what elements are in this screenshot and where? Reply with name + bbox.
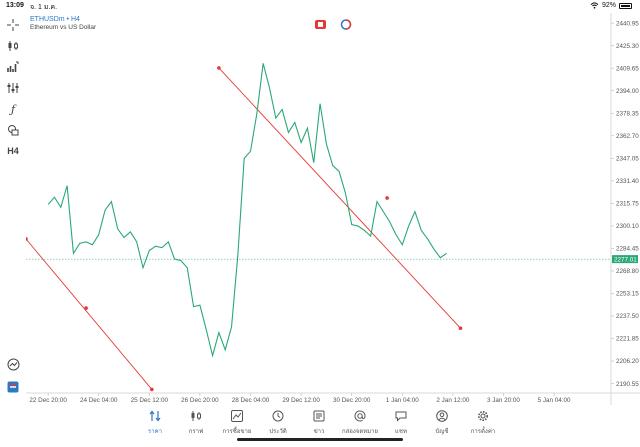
tab-label: การตั้งค่า <box>470 429 496 435</box>
tab-chat[interactable]: แชท <box>379 408 423 436</box>
trendline[interactable] <box>218 67 461 329</box>
price-axis: 2440.95 2425.30 2409.65 2394.00 2378.35 2362.… <box>611 20 639 388</box>
x-tick-label: 26 Dec 20:00 <box>181 397 219 404</box>
battery-percent: 92% <box>601 2 616 9</box>
trade-chart-icon <box>231 410 243 422</box>
candlestick-type-icon[interactable] <box>4 38 22 54</box>
account-icon <box>436 410 448 422</box>
chart-scroll-icon[interactable] <box>4 356 22 372</box>
x-tick-label: 24 Dec 04:00 <box>80 397 118 404</box>
trendline-handle[interactable] <box>217 66 221 70</box>
tab-mailbox[interactable]: กล่องจดหมาย <box>338 408 382 436</box>
price-series-line <box>47 63 447 358</box>
tab-label: แชท <box>395 429 407 435</box>
crosshair-icon[interactable] <box>4 17 22 33</box>
wifi-icon <box>590 2 599 9</box>
chat-bubble-icon <box>395 411 407 422</box>
trendline-handle[interactable] <box>150 387 154 392</box>
y-tick-label: 2221.85 <box>616 336 639 343</box>
last-price-tag <box>612 255 638 264</box>
tab-label: ประวัติ <box>269 429 287 435</box>
x-tick-label: 29 Dec 12:00 <box>282 397 320 404</box>
y-tick-label: 2394.00 <box>616 88 639 95</box>
tab-news[interactable]: ข่าว <box>297 408 341 436</box>
x-tick-label: 1 Jan 04:00 <box>386 397 419 404</box>
y-tick-label: 2331.40 <box>616 178 639 185</box>
chart-candles-icon <box>191 411 201 421</box>
y-tick-label: 2440.95 <box>616 20 639 27</box>
x-tick-label: 2 Jan 12:00 <box>436 397 469 404</box>
y-tick-label: 2425.30 <box>616 43 639 50</box>
time-axis: 22 Dec 20:00 24 Dec 04:00 25 Dec 12:00 26 D… <box>29 393 571 404</box>
quick-trade-sell-icon[interactable] <box>315 20 326 29</box>
home-indicator <box>237 438 403 441</box>
y-tick-label: 2237.50 <box>616 313 639 320</box>
x-tick-label: 5 Jan 04:00 <box>538 397 571 404</box>
function-icon[interactable]: ƒ <box>10 102 16 116</box>
trendline-group[interactable] <box>24 66 463 392</box>
status-bar: 13:09 จ. 1 ม.ค. 92% <box>0 0 640 13</box>
tab-account[interactable]: บัญชี <box>420 408 464 436</box>
tab-trade[interactable]: การซื้อขาย <box>215 408 259 436</box>
y-tick-label: 2409.65 <box>616 65 639 72</box>
trendline[interactable] <box>25 238 153 390</box>
battery-icon <box>619 2 632 9</box>
tab-chart[interactable]: กราฟ <box>174 408 218 436</box>
x-tick-label: 30 Dec 20:00 <box>333 397 371 404</box>
tab-label: กล่องจดหมาย <box>341 429 379 435</box>
tab-settings[interactable]: การตั้งค่า <box>461 408 505 436</box>
settings-sliders-icon[interactable] <box>4 80 22 96</box>
tab-label: การซื้อขาย <box>222 429 252 435</box>
trendline-handle[interactable] <box>24 237 28 241</box>
tab-label: ข่าว <box>313 429 325 435</box>
objects-icon[interactable] <box>4 122 22 138</box>
battery-level <box>621 4 631 7</box>
tab-label: บัญชี <box>435 429 449 435</box>
chart-description: Ethereum vs US Dollar <box>30 24 97 31</box>
chart-canvas[interactable]: ETHUSDm • H4 Ethereum vs US Dollar 2440.… <box>24 13 640 405</box>
y-tick-label: 2268.80 <box>616 268 639 275</box>
x-tick-label: 22 Dec 20:00 <box>29 397 67 404</box>
x-tick-label: 3 Jan 20:00 <box>487 397 520 404</box>
y-tick-label: 2347.05 <box>616 156 639 163</box>
chart-toolbar: ƒ H4 <box>0 13 26 398</box>
y-tick-label: 2190.55 <box>616 381 639 388</box>
y-tick-label: 2362.70 <box>616 133 639 140</box>
y-tick-label: 2300.10 <box>616 223 639 230</box>
history-clock-icon <box>272 410 284 422</box>
chart-symbol: ETHUSDm • H4 <box>30 16 80 23</box>
y-tick-label: 2378.35 <box>616 110 639 117</box>
tab-label: กราฟ <box>188 429 204 435</box>
settings-gear-icon <box>478 411 488 421</box>
trendline-handle[interactable] <box>84 306 88 310</box>
y-tick-label: 2315.75 <box>616 201 639 208</box>
indicators-icon[interactable] <box>4 59 22 75</box>
last-price-value: 2277.01 <box>614 256 637 263</box>
y-tick-label: 2253.15 <box>616 291 639 298</box>
quick-trade-buy-icon[interactable] <box>340 19 352 30</box>
tab-history[interactable]: ประวัติ <box>256 408 300 436</box>
y-tick-label: 2284.45 <box>616 246 639 253</box>
status-time: 13:09 <box>6 2 24 9</box>
trendline-handle[interactable] <box>385 196 389 200</box>
status-date: จ. 1 ม.ค. <box>30 4 58 11</box>
x-tick-label: 25 Dec 12:00 <box>131 397 169 404</box>
mailbox-at-icon <box>354 410 366 422</box>
tab-quotes[interactable]: ราคา <box>133 408 177 436</box>
quotes-arrows-icon <box>149 410 161 422</box>
y-tick-label: 2206.20 <box>616 358 639 365</box>
news-icon <box>313 410 325 422</box>
tab-label: ราคา <box>148 429 162 435</box>
trendline-handle[interactable] <box>458 326 463 331</box>
one-click-trading-icon[interactable] <box>4 379 22 395</box>
timeframe-button[interactable]: H4 <box>7 146 19 156</box>
x-tick-label: 28 Dec 04:00 <box>232 397 270 404</box>
status-indicators: 92% <box>590 2 632 9</box>
price-chart[interactable]: ETHUSDm • H4 Ethereum vs US Dollar 2440.… <box>24 13 640 405</box>
